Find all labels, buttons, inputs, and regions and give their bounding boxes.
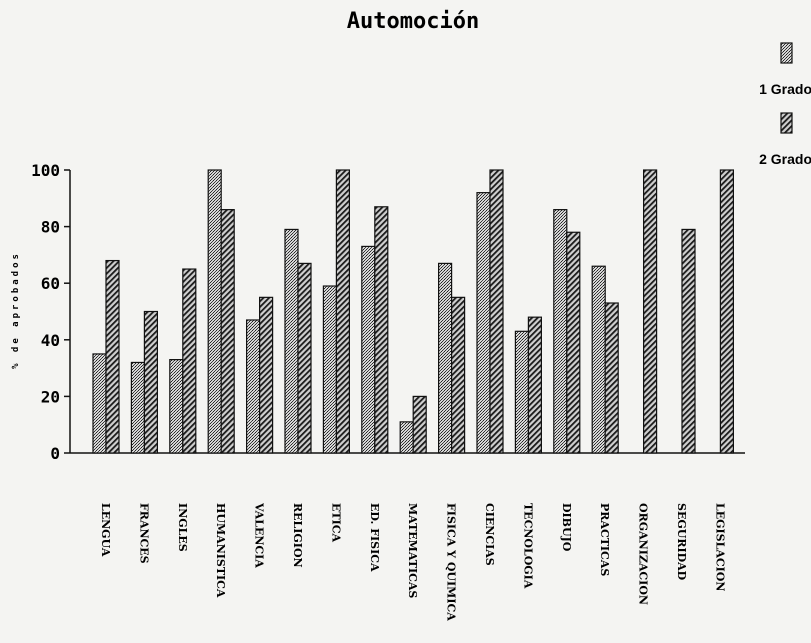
bar-grado1 xyxy=(207,169,222,454)
bar-grado1 xyxy=(591,265,606,454)
legend-swatch-grado1 xyxy=(780,42,793,64)
bar-grado1 xyxy=(514,330,530,454)
legend-label-grado2: 2 Grado xyxy=(759,151,811,167)
x-tick-label: ORGANIZACION xyxy=(637,503,650,605)
x-tick-label: PRACTICAS xyxy=(598,503,611,576)
y-tick-label: 100 xyxy=(31,161,60,180)
bar-grado2 xyxy=(374,206,389,454)
bar-grado2 xyxy=(412,395,427,454)
legend-label-grado1: 1 Grado xyxy=(759,81,811,97)
x-tick-label: MATEMATICAS xyxy=(406,503,419,598)
bar-grado2 xyxy=(335,169,350,454)
bar-grado2 xyxy=(259,296,274,454)
y-tick-label: 20 xyxy=(41,387,60,406)
y-tick-label: 80 xyxy=(41,218,60,237)
bar-grado1 xyxy=(322,285,337,454)
bar-grado2 xyxy=(642,169,658,454)
bar-grado1 xyxy=(92,353,107,454)
legend-swatch-grado2 xyxy=(780,112,793,134)
x-tick-label: INGLES xyxy=(176,503,189,552)
bar-grado1 xyxy=(361,245,376,454)
y-axis-ticks: 0 20 40 60 80 100 xyxy=(31,161,70,463)
bar-grado2 xyxy=(220,209,235,454)
bar-grado2 xyxy=(566,231,581,454)
y-tick-label: 40 xyxy=(41,331,60,350)
x-tick-label: LENGUA xyxy=(99,503,112,557)
chart-title: Automoción xyxy=(347,9,479,34)
y-tick-label: 0 xyxy=(50,444,60,463)
x-tick-label: CIENCIAS xyxy=(483,503,496,566)
bar-grado1 xyxy=(553,209,568,454)
bar-grado2 xyxy=(143,310,158,454)
bar-grado2 xyxy=(681,228,696,454)
bar-grado1 xyxy=(169,359,184,454)
legend: 1 Grado 2 Grado xyxy=(759,42,811,167)
bar-grado1 xyxy=(476,192,491,454)
x-tick-label: SEGURIDAD xyxy=(675,503,688,581)
bar-grado2 xyxy=(489,169,504,454)
y-axis-label: % de aprobados xyxy=(11,251,21,369)
bar-grado2 xyxy=(527,316,543,454)
x-tick-label: RELIGION xyxy=(291,503,304,568)
bar-grado1 xyxy=(130,361,145,454)
bar-grado2 xyxy=(297,262,312,454)
x-tick-label: HUMANISTICA xyxy=(214,503,227,598)
bar-grado1 xyxy=(284,228,299,454)
bar-grado2 xyxy=(604,302,619,454)
bar-grado1 xyxy=(438,262,453,454)
x-tick-label: FISICA Y QUIMICA xyxy=(445,503,458,621)
bars xyxy=(92,169,735,454)
bar-grado2 xyxy=(719,169,735,454)
x-tick-label: VALENCIA xyxy=(253,502,266,568)
x-tick-label: ED. FISICA xyxy=(368,503,381,572)
bar-grado2 xyxy=(182,268,197,454)
bar-grado2 xyxy=(451,296,466,454)
y-tick-label: 60 xyxy=(41,274,60,293)
bar-grado1 xyxy=(399,421,414,454)
x-tick-label: DIBUJO xyxy=(560,503,573,552)
x-tick-label: LEGISLACION xyxy=(713,503,726,591)
bar-grado2 xyxy=(105,259,120,454)
bar-grado1 xyxy=(246,319,261,454)
category-labels: LENGUA FRANCES INGLES HUMANISTICA VALENCIA RE… xyxy=(99,502,726,621)
x-tick-label: ETICA xyxy=(329,503,342,542)
x-tick-label: TECNOLOGIA xyxy=(521,503,534,589)
x-tick-label: FRANCES xyxy=(137,503,150,564)
